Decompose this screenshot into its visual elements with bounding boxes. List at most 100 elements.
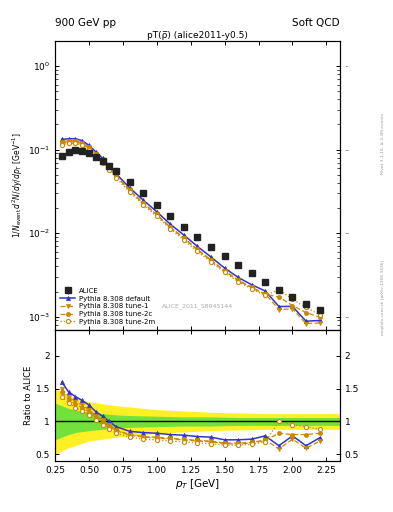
Pythia 8.308 default bbox=[66, 136, 71, 142]
Pythia 8.308 default bbox=[86, 142, 91, 148]
X-axis label: $p_T\;[\mathrm{GeV}]$: $p_T\;[\mathrm{GeV}]$ bbox=[175, 477, 220, 492]
Pythia 8.308 tune-2m bbox=[209, 259, 213, 265]
Pythia 8.308 tune-2c bbox=[290, 303, 295, 309]
Pythia 8.308 tune-2m bbox=[182, 237, 186, 243]
Pythia 8.308 tune-2c bbox=[263, 291, 268, 297]
Pythia 8.308 tune-2c bbox=[86, 145, 91, 152]
Pythia 8.308 default bbox=[80, 138, 84, 144]
Pythia 8.308 tune-2c bbox=[127, 187, 132, 194]
Title: pT(ρ̅) (alice2011-y0.5): pT(ρ̅) (alice2011-y0.5) bbox=[147, 31, 248, 40]
Pythia 8.308 tune-2c bbox=[168, 224, 173, 230]
Pythia 8.308 tune-1 bbox=[236, 277, 241, 283]
Pythia 8.308 tune-1 bbox=[250, 284, 254, 290]
Pythia 8.308 tune-2m bbox=[317, 312, 322, 318]
Pythia 8.308 tune-2c bbox=[154, 212, 159, 218]
Pythia 8.308 tune-2c bbox=[73, 139, 78, 145]
Pythia 8.308 tune-2c bbox=[317, 314, 322, 321]
Pythia 8.308 default bbox=[73, 136, 78, 142]
Pythia 8.308 tune-2m bbox=[250, 286, 254, 292]
Pythia 8.308 default bbox=[141, 197, 145, 203]
Pythia 8.308 tune-2c bbox=[100, 158, 105, 164]
Pythia 8.308 tune-2m bbox=[304, 305, 309, 311]
Pythia 8.308 tune-2m bbox=[263, 292, 268, 298]
Pythia 8.308 tune-2c bbox=[141, 200, 145, 206]
Pythia 8.308 default bbox=[182, 232, 186, 238]
Pythia 8.308 default bbox=[222, 265, 227, 271]
Pythia 8.308 default bbox=[290, 303, 295, 309]
Pythia 8.308 tune-2c bbox=[277, 294, 281, 300]
Pythia 8.308 tune-2c bbox=[304, 309, 309, 315]
Pythia 8.308 default bbox=[94, 148, 98, 155]
Pythia 8.308 tune-2m bbox=[59, 142, 64, 148]
Pythia 8.308 default bbox=[127, 185, 132, 191]
Pythia 8.308 tune-1 bbox=[59, 139, 64, 145]
Pythia 8.308 tune-1 bbox=[317, 320, 322, 326]
Pythia 8.308 tune-2m bbox=[94, 153, 98, 159]
Pythia 8.308 default bbox=[59, 136, 64, 142]
Pythia 8.308 default bbox=[114, 170, 118, 177]
Pythia 8.308 tune-2m bbox=[86, 147, 91, 153]
Pythia 8.308 tune-1 bbox=[66, 138, 71, 144]
Pythia 8.308 tune-1 bbox=[86, 144, 91, 151]
Pythia 8.308 tune-1 bbox=[80, 140, 84, 146]
Pythia 8.308 tune-1 bbox=[141, 200, 145, 206]
Pythia 8.308 default bbox=[168, 221, 173, 227]
Pythia 8.308 tune-2c bbox=[222, 268, 227, 274]
Pythia 8.308 tune-2m bbox=[127, 189, 132, 195]
Pythia 8.308 tune-1 bbox=[182, 235, 186, 241]
Text: mcplots.cern.ch [arXiv:1306.3436]: mcplots.cern.ch [arXiv:1306.3436] bbox=[381, 260, 385, 334]
Line: Pythia 8.308 default: Pythia 8.308 default bbox=[60, 137, 322, 323]
Pythia 8.308 tune-2m bbox=[80, 142, 84, 148]
Pythia 8.308 tune-2m bbox=[107, 167, 112, 173]
Pythia 8.308 default bbox=[304, 318, 309, 324]
Y-axis label: $1/N_\mathrm{event}\,d^2N/dy/dp_T\;[\mathrm{GeV}^{-1}]$: $1/N_\mathrm{event}\,d^2N/dy/dp_T\;[\mat… bbox=[11, 133, 25, 238]
Pythia 8.308 tune-2m bbox=[100, 160, 105, 166]
Pythia 8.308 tune-2m bbox=[277, 287, 281, 293]
Pythia 8.308 tune-2c bbox=[209, 258, 213, 264]
Text: ALICE_2011_S8945144: ALICE_2011_S8945144 bbox=[162, 304, 233, 309]
Pythia 8.308 tune-2m bbox=[222, 269, 227, 275]
Pythia 8.308 tune-1 bbox=[114, 173, 118, 179]
Pythia 8.308 tune-1 bbox=[304, 321, 309, 327]
Pythia 8.308 default bbox=[195, 243, 200, 249]
Pythia 8.308 default bbox=[263, 288, 268, 294]
Pythia 8.308 tune-2m bbox=[168, 226, 173, 232]
Pythia 8.308 tune-2c bbox=[236, 278, 241, 284]
Pythia 8.308 tune-1 bbox=[100, 157, 105, 163]
Pythia 8.308 tune-2c bbox=[114, 173, 118, 179]
Text: 900 GeV pp: 900 GeV pp bbox=[55, 18, 116, 28]
Pythia 8.308 tune-2c bbox=[94, 152, 98, 158]
Line: Pythia 8.308 tune-2m: Pythia 8.308 tune-2m bbox=[60, 141, 322, 317]
Line: Pythia 8.308 tune-2c: Pythia 8.308 tune-2c bbox=[60, 140, 322, 319]
Pythia 8.308 default bbox=[100, 155, 105, 161]
Pythia 8.308 tune-1 bbox=[73, 138, 78, 144]
Pythia 8.308 tune-1 bbox=[127, 187, 132, 193]
Pythia 8.308 tune-2m bbox=[236, 279, 241, 285]
Pythia 8.308 tune-2m bbox=[73, 140, 78, 146]
Pythia 8.308 tune-1 bbox=[222, 268, 227, 274]
Pythia 8.308 tune-2m bbox=[66, 140, 71, 146]
Pythia 8.308 default bbox=[250, 282, 254, 288]
Pythia 8.308 tune-2m bbox=[290, 296, 295, 303]
Pythia 8.308 default bbox=[317, 317, 322, 324]
Pythia 8.308 tune-2m bbox=[114, 175, 118, 181]
Pythia 8.308 tune-1 bbox=[107, 164, 112, 170]
Pythia 8.308 tune-1 bbox=[195, 246, 200, 252]
Pythia 8.308 tune-2m bbox=[154, 214, 159, 220]
Pythia 8.308 tune-2c bbox=[107, 165, 112, 172]
Pythia 8.308 tune-2c bbox=[66, 139, 71, 145]
Pythia 8.308 tune-2c bbox=[80, 141, 84, 147]
Line: Pythia 8.308 tune-1: Pythia 8.308 tune-1 bbox=[60, 138, 322, 326]
Pythia 8.308 tune-2m bbox=[141, 202, 145, 208]
Pythia 8.308 tune-1 bbox=[263, 291, 268, 297]
Pythia 8.308 tune-1 bbox=[277, 307, 281, 313]
Pythia 8.308 tune-2m bbox=[195, 248, 200, 254]
Pythia 8.308 default bbox=[154, 209, 159, 215]
Pythia 8.308 tune-2c bbox=[195, 247, 200, 253]
Pythia 8.308 default bbox=[107, 163, 112, 169]
Pythia 8.308 tune-1 bbox=[168, 224, 173, 230]
Pythia 8.308 tune-2c bbox=[250, 285, 254, 291]
Text: Rivet 3.1.10, ≥ 3.3M events: Rivet 3.1.10, ≥ 3.3M events bbox=[381, 113, 385, 174]
Pythia 8.308 tune-2c bbox=[59, 140, 64, 146]
Pythia 8.308 tune-1 bbox=[290, 306, 295, 312]
